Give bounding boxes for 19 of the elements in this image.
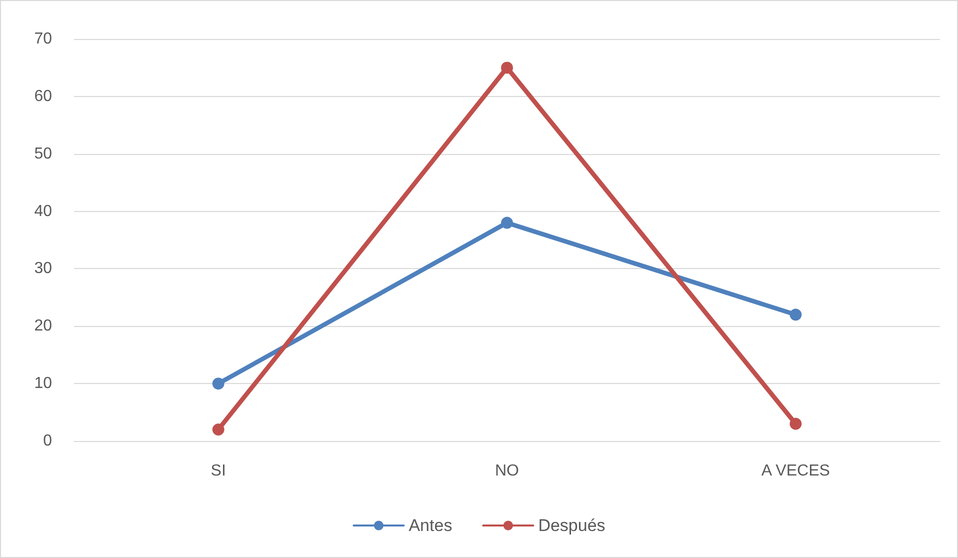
point	[790, 418, 802, 430]
x-tick-label: NO	[495, 462, 519, 480]
x-tick-label: SI	[210, 462, 226, 480]
y-tick-label: 30	[34, 260, 52, 278]
x-tick-label: A VECES	[761, 462, 830, 480]
point	[501, 62, 513, 74]
legend-label: Antes	[408, 516, 452, 535]
y-tick-label: 20	[34, 318, 52, 335]
y-tick-label: 60	[34, 88, 52, 105]
y-tick-label: 10	[34, 375, 52, 392]
point	[212, 378, 224, 390]
y-tick-label: 70	[34, 30, 52, 48]
legend-label: Después	[538, 516, 606, 535]
point	[212, 424, 224, 436]
y-tick-label: 50	[34, 145, 52, 162]
y-tick-label: 40	[34, 202, 52, 220]
point	[790, 308, 802, 321]
point	[501, 216, 513, 229]
y-tick-label: 0	[43, 432, 52, 450]
